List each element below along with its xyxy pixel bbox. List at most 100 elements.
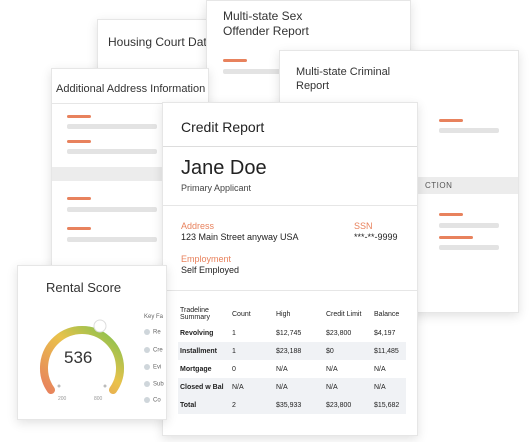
- table-row: Installment 1 $23,188 $0 $11,485: [178, 342, 406, 360]
- key-factor-item: Sub: [144, 381, 164, 388]
- divider: [163, 290, 417, 291]
- divider: [163, 205, 417, 206]
- sex-offender-title-line1: Multi-state Sex: [223, 9, 303, 23]
- table-header-cell: Count: [232, 310, 251, 318]
- table-cell: Closed w Bal: [178, 378, 230, 396]
- placeholder-line: [67, 149, 157, 154]
- bullet-icon: [144, 347, 150, 353]
- key-factor-text: Cre: [153, 347, 163, 354]
- table-header-cell: Tradeline Summary: [180, 307, 210, 321]
- divider: [52, 103, 208, 104]
- gauge-max-label: 800: [94, 396, 103, 402]
- table-row: Mortgage 0 N/A N/A N/A: [178, 360, 406, 378]
- key-factors-label: Key Fa: [144, 314, 164, 320]
- table-cell: $4,197: [374, 329, 396, 337]
- table-header-cell: High: [276, 310, 291, 318]
- placeholder-line: [439, 236, 473, 239]
- rental-score-card[interactable]: Rental Score 536 200 800 Key Fa Re Cre E…: [17, 265, 167, 420]
- credit-report-header: Credit Report: [163, 103, 417, 147]
- gauge-dot: [57, 384, 61, 388]
- bullet-icon: [144, 329, 150, 335]
- placeholder-line: [439, 223, 499, 228]
- credit-report-title: Credit Report: [181, 119, 265, 135]
- gauge-dot: [103, 384, 107, 388]
- table-cell: N/A: [276, 365, 288, 373]
- score-gauge: [40, 319, 124, 394]
- table-row: Revolving 1 $12,745 $23,800 $4,197: [178, 324, 406, 342]
- address-label: Address: [181, 221, 215, 231]
- gauge-min-label: 200: [58, 396, 67, 402]
- table-cell: N/A: [230, 378, 274, 396]
- key-factor-item: Cre: [144, 347, 163, 354]
- key-factor-text: Evi: [153, 364, 162, 371]
- gauge-fill: [40, 326, 124, 394]
- criminal-title-line2: Report: [296, 79, 330, 92]
- ssn-value: ***-**-9999: [354, 232, 398, 242]
- table-cell: N/A: [372, 378, 406, 396]
- key-factor-item: Re: [144, 329, 161, 336]
- additional-address-title: Additional Address Information: [56, 83, 206, 95]
- table-cell: Revolving: [180, 329, 214, 337]
- table-header-cell: Credit Limit: [326, 310, 362, 318]
- table-cell: $15,682: [372, 396, 406, 414]
- table-cell: $12,745: [276, 329, 302, 337]
- tradeline-summary-table: Tradeline Summary Count High Credit Limi…: [178, 304, 406, 414]
- section-band: CTION: [415, 177, 518, 194]
- key-factor-text: Sub: [153, 381, 164, 388]
- placeholder-line: [439, 213, 463, 216]
- employment-value: Self Employed: [181, 265, 240, 275]
- bullet-icon: [144, 397, 150, 403]
- bullet-icon: [144, 381, 150, 387]
- placeholder-line: [223, 59, 247, 62]
- credit-report-card[interactable]: Credit Report Jane Doe Primary Applicant…: [162, 102, 418, 436]
- table-cell: $11,485: [372, 342, 406, 360]
- bullet-icon: [144, 364, 150, 370]
- table-cell: 1: [230, 342, 274, 360]
- placeholder-line: [67, 227, 91, 230]
- table-cell: N/A: [274, 378, 324, 396]
- table-cell: $23,800: [326, 329, 352, 337]
- criminal-report-title: Multi-state Criminal Report: [296, 66, 390, 94]
- placeholder-line: [67, 115, 91, 118]
- placeholder-line: [67, 197, 91, 200]
- address-value: 123 Main Street anyway USA: [181, 232, 299, 242]
- table-cell: 1: [232, 329, 236, 337]
- table-cell: Mortgage: [180, 365, 212, 373]
- table-cell: 2: [230, 396, 274, 414]
- key-factor-item: Co: [144, 397, 161, 404]
- table-cell: Total: [178, 396, 230, 414]
- placeholder-line: [439, 245, 499, 250]
- placeholder-line: [439, 119, 463, 122]
- table-cell: 0: [232, 365, 236, 373]
- table-row-total: Total 2 $35,933 $23,800 $15,682: [178, 396, 406, 414]
- table-cell: $23,800: [324, 396, 372, 414]
- employment-label: Employment: [181, 254, 232, 264]
- table-cell: Installment: [178, 342, 230, 360]
- table-cell: N/A: [326, 365, 338, 373]
- table-cell: $0: [324, 342, 372, 360]
- table-cell: N/A: [374, 365, 386, 373]
- applicant-role: Primary Applicant: [181, 183, 252, 193]
- key-factor-text: Co: [153, 397, 161, 404]
- table-row: Closed w Bal N/A N/A N/A N/A: [178, 378, 406, 396]
- sex-offender-title: Multi-state Sex Offender Report: [223, 9, 309, 39]
- rental-score-title: Rental Score: [46, 280, 122, 295]
- table-cell: $23,188: [274, 342, 324, 360]
- placeholder-line: [67, 207, 157, 212]
- placeholder-line: [439, 128, 499, 133]
- key-factor-text: Re: [153, 329, 161, 336]
- sex-offender-title-line2: Offender Report: [223, 24, 309, 38]
- applicant-name: Jane Doe: [181, 157, 267, 179]
- criminal-title-line1: Multi-state Criminal: [296, 66, 391, 78]
- placeholder-line: [67, 124, 157, 129]
- placeholder-line: [67, 140, 91, 143]
- table-cell: $35,933: [274, 396, 324, 414]
- table-cell: N/A: [324, 378, 372, 396]
- section-band-text: CTION: [425, 181, 453, 190]
- score-value: 536: [64, 348, 93, 367]
- key-factor-item: Evi: [144, 364, 161, 371]
- housing-court-title: Housing Court Data: [108, 35, 214, 49]
- placeholder-line: [67, 237, 157, 242]
- table-header-cell: Balance: [374, 310, 400, 318]
- table-header-row: Tradeline Summary Count High Credit Limi…: [178, 304, 406, 324]
